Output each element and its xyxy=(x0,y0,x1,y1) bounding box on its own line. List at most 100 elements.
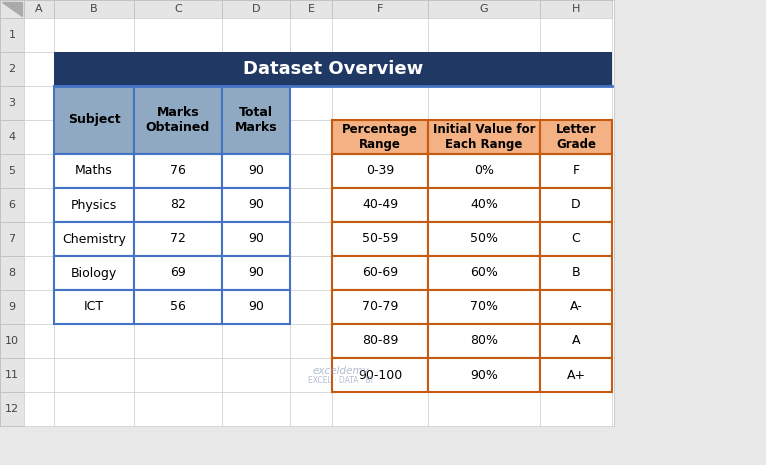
Bar xyxy=(332,188,428,222)
Text: 82: 82 xyxy=(170,199,186,212)
Text: F: F xyxy=(377,4,383,14)
Text: Subject: Subject xyxy=(67,113,120,126)
Text: 56: 56 xyxy=(170,300,186,313)
Text: Physics: Physics xyxy=(71,199,117,212)
Bar xyxy=(222,392,290,426)
Text: EXCEL · DATA · BI: EXCEL · DATA · BI xyxy=(309,376,374,385)
Bar xyxy=(428,188,540,222)
Bar xyxy=(54,324,134,358)
Bar xyxy=(428,188,540,222)
Text: 80-89: 80-89 xyxy=(362,334,398,347)
Text: 6: 6 xyxy=(8,200,15,210)
Bar xyxy=(290,358,332,392)
Bar xyxy=(290,86,332,120)
Bar xyxy=(332,358,428,392)
Bar xyxy=(332,154,428,188)
Bar xyxy=(540,86,612,120)
Text: 40-49: 40-49 xyxy=(362,199,398,212)
Text: Maths: Maths xyxy=(75,165,113,178)
Text: 60%: 60% xyxy=(470,266,498,279)
Text: 0-39: 0-39 xyxy=(366,165,394,178)
Text: 11: 11 xyxy=(5,370,19,380)
Text: Marks
Obtained: Marks Obtained xyxy=(146,106,210,134)
Text: G: G xyxy=(480,4,488,14)
Text: exceldemy: exceldemy xyxy=(313,365,369,376)
Bar xyxy=(428,222,540,256)
Text: Initial Value for
Each Range: Initial Value for Each Range xyxy=(433,123,535,151)
Bar xyxy=(134,188,222,222)
Bar xyxy=(24,18,54,52)
Bar xyxy=(24,188,54,222)
Bar xyxy=(540,290,612,324)
Bar xyxy=(332,120,428,154)
Bar xyxy=(332,256,428,290)
Bar xyxy=(290,256,332,290)
Text: 90: 90 xyxy=(248,165,264,178)
Text: 12: 12 xyxy=(5,404,19,414)
Bar xyxy=(290,222,332,256)
Bar xyxy=(428,324,540,358)
Text: Chemistry: Chemistry xyxy=(62,232,126,246)
Text: Biology: Biology xyxy=(71,266,117,279)
Bar xyxy=(54,256,134,290)
Bar xyxy=(290,52,332,86)
Bar xyxy=(24,256,54,290)
Text: B: B xyxy=(571,266,581,279)
Bar xyxy=(222,222,290,256)
Text: 5: 5 xyxy=(8,166,15,176)
Bar xyxy=(54,86,134,120)
Bar xyxy=(0,290,24,324)
Bar xyxy=(134,18,222,52)
Text: 90: 90 xyxy=(248,199,264,212)
Text: D: D xyxy=(252,4,260,14)
Bar xyxy=(0,52,24,86)
Bar xyxy=(134,256,222,290)
Bar xyxy=(222,86,290,154)
Text: A-: A- xyxy=(570,300,582,313)
Bar xyxy=(222,52,290,86)
Bar xyxy=(134,188,222,222)
Bar xyxy=(428,154,540,188)
Bar xyxy=(24,222,54,256)
Bar xyxy=(134,154,222,188)
Bar xyxy=(222,18,290,52)
Bar xyxy=(332,324,428,358)
Bar xyxy=(134,0,222,18)
Bar xyxy=(540,120,612,154)
Bar xyxy=(428,358,540,392)
Bar xyxy=(290,120,332,154)
Bar xyxy=(0,188,24,222)
Bar xyxy=(290,290,332,324)
Text: 90%: 90% xyxy=(470,368,498,381)
Bar xyxy=(0,324,24,358)
Bar xyxy=(428,18,540,52)
Bar xyxy=(54,392,134,426)
Bar xyxy=(332,18,428,52)
Text: 9: 9 xyxy=(8,302,15,312)
Text: 50-59: 50-59 xyxy=(362,232,398,246)
Bar xyxy=(332,290,428,324)
Text: 2: 2 xyxy=(8,64,15,74)
Bar xyxy=(24,86,54,120)
Bar xyxy=(54,0,134,18)
Bar xyxy=(540,154,612,188)
Bar xyxy=(540,222,612,256)
Bar xyxy=(54,154,134,188)
Bar xyxy=(290,0,332,18)
Bar xyxy=(332,256,428,290)
Bar xyxy=(540,154,612,188)
Text: C: C xyxy=(174,4,182,14)
Bar xyxy=(0,0,614,426)
Bar xyxy=(540,324,612,358)
Bar xyxy=(24,0,54,18)
Text: Percentage
Range: Percentage Range xyxy=(342,123,418,151)
Bar xyxy=(24,154,54,188)
Bar xyxy=(540,18,612,52)
Text: 0%: 0% xyxy=(474,165,494,178)
Bar xyxy=(332,120,428,154)
Bar xyxy=(0,18,24,52)
Text: Total
Marks: Total Marks xyxy=(234,106,277,134)
Text: 60-69: 60-69 xyxy=(362,266,398,279)
Bar xyxy=(290,188,332,222)
Bar xyxy=(222,358,290,392)
